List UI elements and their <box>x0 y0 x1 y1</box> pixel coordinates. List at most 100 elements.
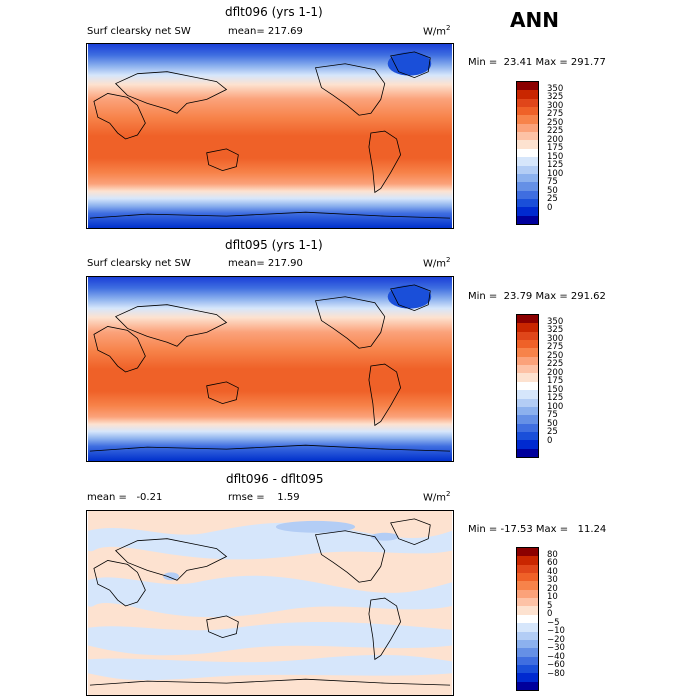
colorbar-swatch <box>517 157 538 167</box>
colorbar-tick-label: 100 <box>547 401 564 412</box>
colorbar-swatch <box>517 165 538 175</box>
colorbar-swatch <box>517 681 538 691</box>
colorbar-tick-label: 325 <box>547 92 564 103</box>
colorbar-tick-label: −5 <box>547 617 560 628</box>
colorbar-tick-label: 125 <box>547 160 564 171</box>
negative-regions <box>87 522 453 681</box>
panel3-colorbar-labels: 80 60 40 30 20 10 5 0 −5 −10 −20 −30 −40 −60 −80 <box>547 547 587 691</box>
colorbar-swatch <box>517 548 538 557</box>
panel1-map <box>86 43 454 229</box>
panel1-mean: mean= 217.69 <box>228 26 303 37</box>
colorbar-tick-label: −40 <box>547 651 565 662</box>
colorbar-swatch <box>517 140 538 150</box>
colorbar-tick-label: 275 <box>547 109 564 120</box>
colorbar-swatch <box>517 440 538 450</box>
colorbar-swatch <box>517 556 538 566</box>
colorbar-swatch <box>517 107 538 116</box>
panel2-mean: mean= 217.90 <box>228 258 303 269</box>
coastlines <box>89 51 451 219</box>
colorbar-swatch <box>517 190 538 200</box>
colorbar-swatch <box>517 173 538 183</box>
colorbar-tick-label: 0 <box>547 609 553 620</box>
colorbar-swatch <box>517 648 538 658</box>
colorbar-swatch <box>517 182 538 192</box>
colorbar-tick-label: 275 <box>547 342 564 353</box>
colorbar-swatch <box>517 323 538 333</box>
colorbar-tick-label: 50 <box>547 185 558 196</box>
colorbar-tick-label: 100 <box>547 168 564 179</box>
colorbar-swatch <box>517 664 538 674</box>
colorbar-swatch <box>517 198 538 208</box>
colorbar-swatch <box>517 315 538 324</box>
colorbar-tick-label: 75 <box>547 410 558 421</box>
colorbar-tick-label: 300 <box>547 100 564 111</box>
colorbar-tick-label: 350 <box>547 83 564 94</box>
colorbar-tick-label: 175 <box>547 143 564 154</box>
colorbar-swatch <box>517 132 538 141</box>
colorbar-swatch <box>517 415 538 425</box>
colorbar-tick-label: −60 <box>547 660 565 671</box>
colorbar-tick-label: 150 <box>547 151 564 162</box>
panel1-colorbar <box>516 81 539 225</box>
colorbar-tick-label: 175 <box>547 376 564 387</box>
coastlines <box>89 284 451 452</box>
panel2-units: W/m2 <box>423 256 451 270</box>
colorbar-swatch <box>517 365 538 374</box>
colorbar-swatch <box>517 215 538 225</box>
colorbar-swatch <box>517 331 538 341</box>
colorbar-swatch <box>517 431 538 441</box>
coastlines <box>89 518 451 686</box>
panel3-mean: mean = -0.21 <box>87 492 163 503</box>
colorbar-swatch <box>517 623 538 633</box>
colorbar-tick-label: 200 <box>547 134 564 145</box>
colorbar-swatch <box>517 673 538 683</box>
colorbar-swatch <box>517 398 538 408</box>
colorbar-swatch <box>517 348 538 358</box>
colorbar-tick-label: 225 <box>547 359 564 370</box>
colorbar-tick-label: 250 <box>547 350 564 361</box>
colorbar-tick-label: −10 <box>547 626 565 637</box>
panel2-minmax: Min = 23.79 Max = 291.62 <box>468 291 606 302</box>
colorbar-tick-label: 80 <box>547 549 558 560</box>
panel2-colorbar <box>516 314 539 458</box>
colorbar-tick-label: 300 <box>547 333 564 344</box>
colorbar-tick-label: −80 <box>547 668 565 679</box>
colorbar-tick-label: 30 <box>547 575 558 586</box>
panel3-colorbar <box>516 547 539 691</box>
panel2-colorbar-labels: 350 325 300 275 250 225 200 175 150 125 100 75 50 25 0 <box>547 314 587 458</box>
colorbar-swatch <box>517 123 538 133</box>
colorbar-swatch <box>517 90 538 100</box>
panel3-rmse: rmse = 1.59 <box>228 492 300 503</box>
panel2-title: dflt095 (yrs 1-1) <box>225 238 323 252</box>
colorbar-swatch <box>517 148 538 158</box>
colorbar-tick-label: 325 <box>547 325 564 336</box>
colorbar-swatch <box>517 406 538 416</box>
colorbar-tick-label: 5 <box>547 600 553 611</box>
panel1-units: W/m2 <box>423 24 451 38</box>
colorbar-swatch <box>517 573 538 582</box>
colorbar-swatch <box>517 631 538 641</box>
colorbar-tick-label: 350 <box>547 316 564 327</box>
panel3-map <box>86 510 454 696</box>
stronger-negative-patches <box>163 520 399 581</box>
panel1-title: dflt096 (yrs 1-1) <box>225 5 323 19</box>
panel3-units: W/m2 <box>423 490 451 504</box>
colorbar-tick-label: −20 <box>547 634 565 645</box>
colorbar-tick-label: 225 <box>547 126 564 137</box>
colorbar-swatch <box>517 373 538 383</box>
colorbar-swatch <box>517 423 538 433</box>
colorbar-tick-label: 75 <box>547 177 558 188</box>
colorbar-swatch <box>517 581 538 591</box>
season-title: ANN <box>510 8 559 32</box>
colorbar-swatch <box>517 606 538 616</box>
colorbar-tick-label: 125 <box>547 393 564 404</box>
colorbar-swatch <box>517 356 538 366</box>
colorbar-swatch <box>517 98 538 108</box>
colorbar-swatch <box>517 115 538 125</box>
colorbar-tick-label: 20 <box>547 583 558 594</box>
colorbar-swatch <box>517 381 538 391</box>
colorbar-swatch <box>517 639 538 649</box>
greenland-region <box>387 284 432 309</box>
colorbar-tick-label: 25 <box>547 427 558 438</box>
panel1-minmax: Min = 23.41 Max = 291.77 <box>468 57 606 68</box>
